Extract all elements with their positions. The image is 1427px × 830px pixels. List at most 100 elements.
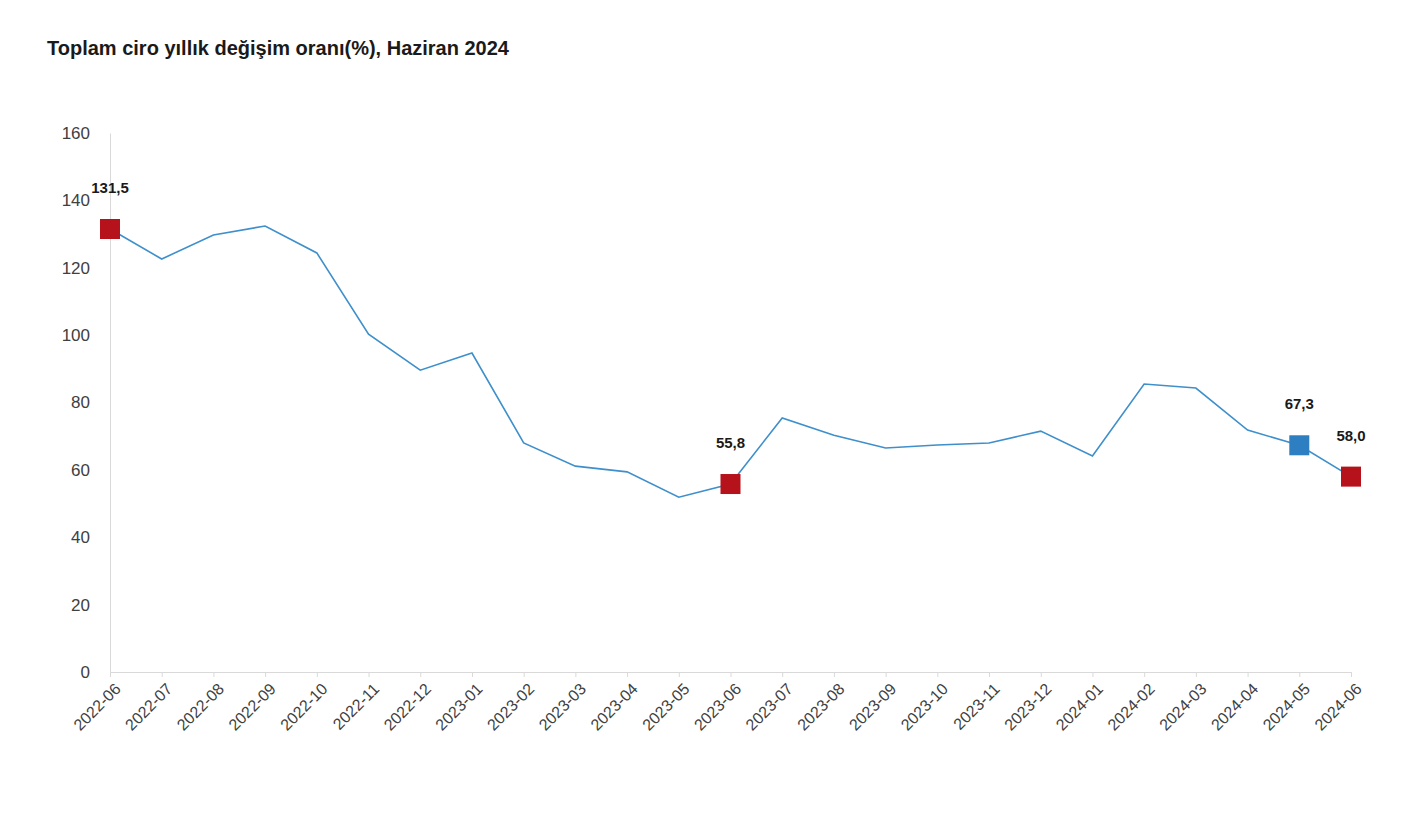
x-tick: 2023-09 [846, 672, 900, 734]
x-tick-label: 2022-09 [225, 680, 279, 734]
x-tick-mark [782, 672, 783, 677]
x-tick-mark [1092, 672, 1093, 677]
x-tick: 2024-03 [1156, 672, 1210, 734]
y-tick: 0 [81, 663, 110, 682]
data-label: 131,5 [91, 179, 129, 196]
x-tick-mark [575, 672, 576, 677]
x-tick-label: 2022-11 [330, 680, 383, 733]
x-tick: 2023-01 [432, 672, 486, 734]
x-tick-mark [420, 672, 421, 677]
x-tick-mark [317, 672, 318, 677]
y-tick: 100 [62, 326, 110, 345]
x-tick-mark [679, 672, 680, 677]
x-tick-label: 2023-04 [587, 680, 641, 734]
x-tick-mark [731, 672, 732, 677]
y-tick: 60 [71, 461, 110, 480]
y-tick: 120 [62, 259, 110, 278]
marker [1341, 467, 1361, 487]
x-tick-label: 2023-06 [691, 680, 745, 734]
x-tick-label: 2022-07 [122, 680, 176, 734]
x-tick-label: 2024-02 [1104, 680, 1158, 734]
y-tick-label: 80 [71, 393, 90, 412]
x-tick-label: 2024-05 [1260, 680, 1314, 734]
x-tick: 2024-01 [1053, 672, 1107, 734]
x-tick-mark [1351, 672, 1352, 677]
x-tick-mark [524, 672, 525, 677]
data-label: 67,3 [1285, 395, 1314, 412]
x-tick: 2023-08 [794, 672, 848, 734]
x-tick-label: 2023-01 [432, 680, 486, 734]
data-label: 55,8 [716, 434, 745, 451]
x-tick: 2022-07 [122, 672, 176, 734]
x-tick-mark [162, 672, 163, 677]
y-tick-label: 60 [71, 461, 90, 480]
y-tick-label: 20 [71, 596, 90, 615]
y-tick: 80 [71, 393, 110, 412]
x-tick: 2024-05 [1260, 672, 1314, 734]
x-tick: 2022-11 [330, 672, 383, 733]
x-tick-mark [1144, 672, 1145, 677]
x-tick: 2022-06 [70, 672, 124, 734]
x-tick: 2022-12 [381, 672, 435, 734]
y-tick-label: 140 [62, 191, 90, 210]
x-tick-label: 2023-11 [950, 680, 1003, 733]
x-tick: 2022-08 [174, 672, 228, 734]
x-tick-mark [472, 672, 473, 677]
x-tick-label: 2024-04 [1208, 680, 1262, 734]
x-tick: 2024-04 [1208, 672, 1262, 734]
y-tick: 160 [62, 124, 110, 143]
x-tick-label: 2024-03 [1156, 680, 1210, 734]
x-tick-label: 2023-08 [794, 680, 848, 734]
x-tick: 2023-03 [536, 672, 590, 734]
x-tick: 2023-06 [691, 672, 745, 734]
y-tick-label: 120 [62, 259, 90, 278]
x-tick: 2024-02 [1104, 672, 1158, 734]
y-tick: 40 [71, 528, 110, 547]
x-tick: 2023-10 [898, 672, 952, 734]
x-axis-line [111, 673, 1352, 678]
x-tick-mark [989, 672, 990, 677]
x-tick-mark [834, 672, 835, 677]
marker [1289, 435, 1309, 455]
x-tick-label: 2023-02 [484, 680, 538, 734]
x-axis: 2022-062022-072022-082022-092022-102022-… [70, 672, 1365, 734]
y-tick-label: 40 [71, 528, 90, 547]
y-axis-line [110, 134, 111, 673]
x-tick-mark [627, 672, 628, 677]
y-tick: 20 [71, 596, 110, 615]
x-tick-label: 2023-12 [1001, 680, 1055, 734]
x-tick: 2023-02 [484, 672, 538, 734]
chart: Toplam ciro yıllık değişim oranı(%), Haz… [0, 0, 1427, 830]
x-tick-label: 2022-10 [277, 680, 331, 734]
x-tick-mark [937, 672, 938, 677]
plot-area [100, 219, 1361, 497]
x-tick-label: 2023-10 [898, 680, 952, 734]
y-axis: 0 20 40 60 80 100 120 140 160 [62, 124, 111, 682]
x-tick-mark [1299, 672, 1300, 677]
data-label: 58,0 [1336, 427, 1365, 444]
x-tick: 2023-04 [587, 672, 641, 734]
x-tick-label: 2023-09 [846, 680, 900, 734]
marker [721, 474, 741, 494]
x-tick-mark [369, 672, 370, 677]
x-tick-mark [1196, 672, 1197, 677]
y-tick-label: 160 [62, 124, 90, 143]
x-tick-label: 2024-01 [1053, 680, 1107, 734]
x-tick: 2023-12 [1001, 672, 1055, 734]
x-tick-mark [1248, 672, 1249, 677]
x-tick: 2023-05 [639, 672, 693, 734]
x-tick-mark [1041, 672, 1042, 677]
x-tick-label: 2024-06 [1311, 680, 1365, 734]
x-tick-label: 2023-05 [639, 680, 693, 734]
y-tick-label: 0 [81, 663, 90, 682]
x-tick-mark [213, 672, 214, 677]
x-tick-mark [110, 672, 111, 677]
x-tick: 2022-09 [225, 672, 279, 734]
x-tick: 2023-07 [742, 672, 796, 734]
x-tick: 2024-06 [1311, 672, 1365, 734]
x-tick: 2023-11 [950, 672, 1003, 733]
x-tick-label: 2022-06 [70, 680, 124, 734]
x-tick-mark [886, 672, 887, 677]
line [110, 226, 1351, 497]
x-tick-mark [265, 672, 266, 677]
